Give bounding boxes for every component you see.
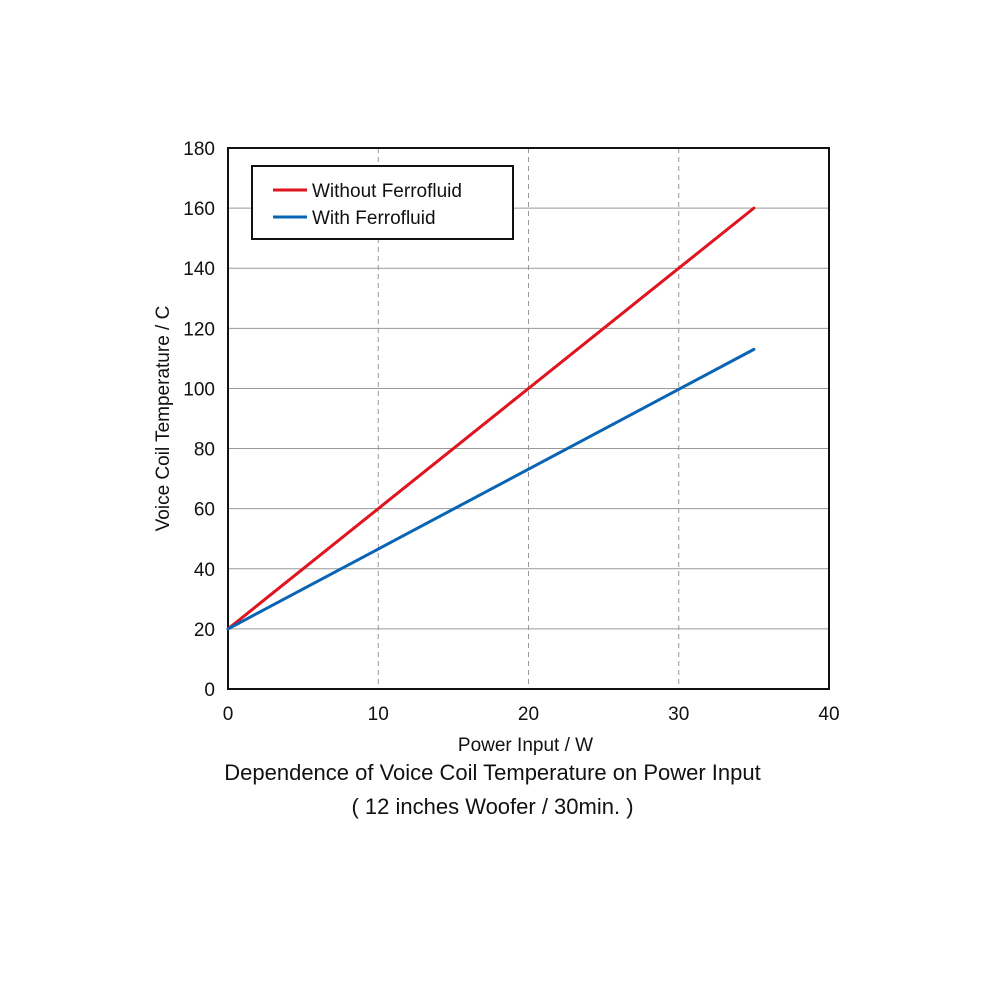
legend-entry: With Ferrofluid <box>312 208 436 229</box>
x-axis-label: Power Input / W <box>458 735 593 756</box>
series-line-2 <box>226 347 756 631</box>
line-chart: 0 20 40 60 80 100 120 140 160 180 0 10 20 30 40 Withou… <box>153 139 840 756</box>
legend: Without Ferrofluid With Ferrofluid <box>251 165 514 240</box>
tick-labels: 0 20 40 60 80 100 120 140 160 180 0 10 20 30 40 <box>183 139 839 725</box>
x-tick-label: 30 <box>668 704 689 725</box>
legend-entry: Without Ferrofluid <box>312 181 462 202</box>
y-tick-label: 60 <box>194 500 215 521</box>
y-tick-label: 180 <box>183 139 215 160</box>
legend-box <box>251 165 514 240</box>
plot-frame <box>227 147 830 690</box>
series-line-1 <box>226 206 756 631</box>
x-tick-label: 40 <box>818 704 839 725</box>
y-tick-label: 80 <box>194 440 215 461</box>
x-tick-label: 0 <box>223 704 234 725</box>
y-tick-label: 40 <box>194 560 215 581</box>
x-tick-label: 10 <box>368 704 389 725</box>
caption-subtitle: ( 12 inches Woofer / 30min. ) <box>351 794 634 819</box>
y-tick-label: 120 <box>183 319 215 340</box>
y-tick-label: 0 <box>204 680 215 701</box>
y-tick-label: 160 <box>183 199 215 220</box>
y-tick-label: 20 <box>194 620 215 641</box>
x-tick-label: 20 <box>518 704 539 725</box>
y-tick-label: 100 <box>183 379 215 400</box>
caption-title: Dependence of Voice Coil Temperature on … <box>224 760 761 785</box>
y-tick-label: 140 <box>183 259 215 280</box>
y-axis-label: Voice Coil Temperature / C <box>153 306 174 532</box>
series-layer <box>226 206 756 631</box>
